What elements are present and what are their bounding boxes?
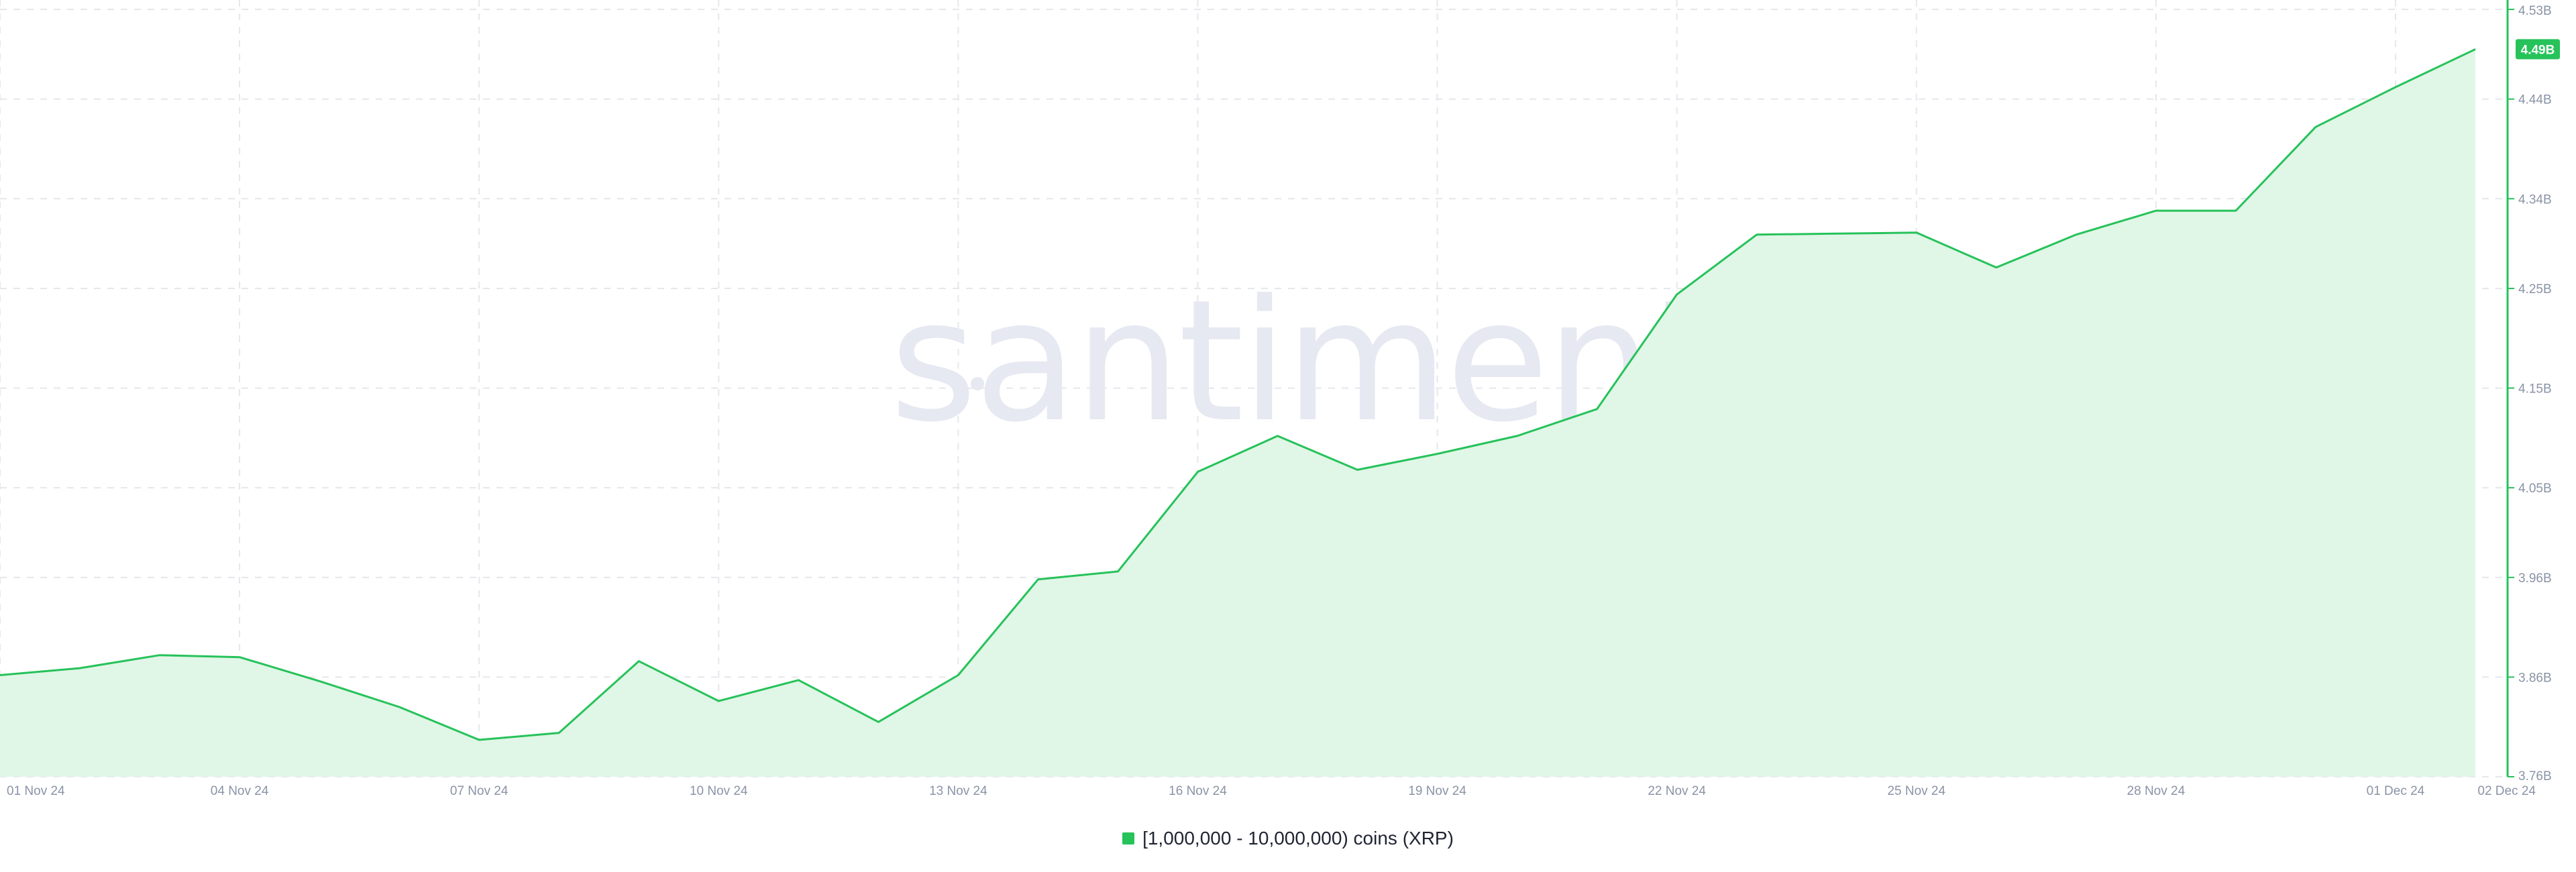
data-point[interactable]	[794, 676, 802, 684]
x-tick-label: 01 Dec 24	[2367, 784, 2425, 798]
x-tick-label: 25 Nov 24	[1887, 784, 1945, 798]
data-point[interactable]	[2152, 207, 2160, 215]
x-tick-label: 22 Nov 24	[1648, 784, 1706, 798]
data-point[interactable]	[874, 718, 882, 726]
last-value-label: 4.49B	[2521, 43, 2555, 57]
area-layer	[0, 49, 2475, 777]
x-tick-label: 13 Nov 24	[929, 784, 987, 798]
data-point[interactable]	[1673, 290, 1681, 298]
data-point[interactable]	[156, 651, 164, 659]
data-point[interactable]	[76, 664, 84, 672]
y-tick-label: 3.86B	[2518, 671, 2552, 685]
data-point[interactable]	[714, 697, 722, 705]
data-point[interactable]	[1992, 264, 2000, 272]
y-tick-label: 4.34B	[2518, 193, 2552, 207]
x-tick-label: 01 Nov 24	[7, 784, 65, 798]
legend: [1,000,000 - 10,000,000) coins (XRP)	[0, 825, 2576, 852]
data-point[interactable]	[1354, 466, 1362, 474]
data-point[interactable]	[1913, 229, 1921, 237]
data-point[interactable]	[1833, 229, 1841, 237]
data-point[interactable]	[475, 736, 483, 744]
data-point[interactable]	[1114, 567, 1122, 576]
data-point[interactable]	[2392, 83, 2400, 91]
y-tick-label: 4.05B	[2518, 482, 2552, 496]
data-point[interactable]	[1034, 576, 1042, 584]
y-tick-label: 4.44B	[2518, 93, 2552, 107]
y-tick-label: 4.25B	[2518, 282, 2552, 296]
data-point[interactable]	[1194, 468, 1202, 476]
data-point[interactable]	[235, 653, 244, 661]
x-axis: 01 Nov 24 04 Nov 24 07 Nov 24 10 Nov 24 13 N…	[7, 784, 2536, 798]
data-point[interactable]	[1434, 450, 1442, 458]
legend-swatch	[1122, 832, 1135, 844]
y-axis: 3.76B 3.86B 3.96B 4.05B 4.15B 4.25B 4.34B 4.44B…	[2506, 0, 2552, 783]
watermark-dot-left	[971, 377, 984, 390]
data-point[interactable]	[1513, 432, 1521, 440]
data-point[interactable]	[2232, 207, 2240, 215]
x-tick-label: 04 Nov 24	[211, 784, 269, 798]
data-point[interactable]	[315, 677, 323, 685]
legend-item-xrp[interactable]: [1,000,000 - 10,000,000) coins (XRP)	[1122, 828, 1454, 849]
y-tick-label: 3.96B	[2518, 571, 2552, 586]
data-point[interactable]	[1753, 231, 1761, 239]
data-point[interactable]	[1593, 405, 1601, 413]
x-tick-label: 07 Nov 24	[450, 784, 508, 798]
data-point[interactable]	[2072, 231, 2080, 239]
y-tick-label: 4.53B	[2518, 4, 2552, 18]
x-tick-label: 10 Nov 24	[690, 784, 748, 798]
data-point[interactable]	[2312, 123, 2320, 131]
data-point[interactable]	[2471, 45, 2479, 53]
y-tick-label: 4.15B	[2518, 382, 2552, 396]
line-layer	[0, 45, 2479, 744]
data-point[interactable]	[1274, 432, 1282, 440]
x-tick-label: 19 Nov 24	[1408, 784, 1466, 798]
legend-label: [1,000,000 - 10,000,000) coins (XRP)	[1142, 828, 1454, 849]
data-point[interactable]	[395, 703, 403, 711]
series-area	[0, 49, 2475, 777]
x-tick-label: 28 Nov 24	[2127, 784, 2186, 798]
y-tick-label: 3.76B	[2518, 769, 2552, 783]
x-tick-label: 02 Dec 24	[2477, 784, 2536, 798]
last-value-badge-bg	[2516, 39, 2560, 60]
series-line[interactable]	[0, 48, 2476, 741]
last-value-badge: 4.49B	[2516, 39, 2560, 60]
data-point[interactable]	[555, 729, 563, 737]
data-point[interactable]	[954, 671, 962, 679]
data-point[interactable]	[635, 657, 643, 665]
x-tick-label: 16 Nov 24	[1169, 784, 1227, 798]
